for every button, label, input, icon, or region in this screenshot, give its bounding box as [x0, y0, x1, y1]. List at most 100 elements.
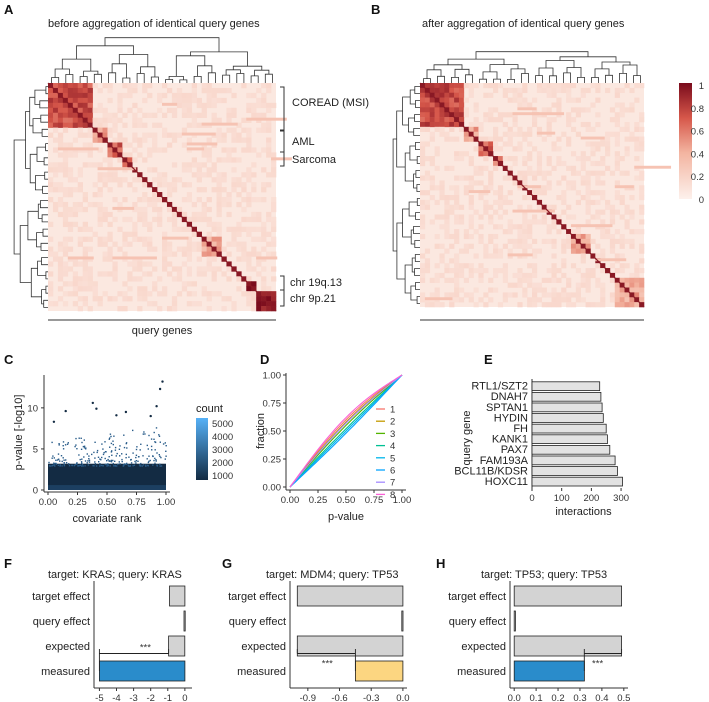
heatmap-cell — [454, 83, 460, 89]
heatmap-cell — [206, 147, 212, 153]
scatter-point — [88, 459, 91, 462]
heatmap-cell — [231, 187, 237, 193]
heatmap-cell — [600, 170, 606, 176]
scatter-point — [66, 443, 69, 445]
heatmap-cell — [142, 261, 148, 267]
heatmap-cell — [246, 251, 252, 257]
heatmap-cell — [639, 297, 645, 303]
heatmap-cell — [639, 112, 645, 118]
heatmap-cell — [536, 248, 543, 254]
heatmap-cell — [226, 276, 232, 282]
heatmap-cell — [468, 175, 474, 181]
category-label: target effect — [32, 591, 90, 603]
heatmap-cell — [580, 151, 586, 157]
heatmap-cell — [585, 126, 591, 132]
x-tick-label: 0.75 — [365, 495, 384, 506]
heatmap-cell — [246, 286, 252, 292]
heatmap-cell — [132, 276, 138, 282]
dendrogram-branch — [402, 208, 412, 238]
scatter-point — [80, 461, 83, 463]
heatmap-cell — [211, 226, 217, 232]
heatmap-cell — [424, 156, 431, 162]
heatmap-cell — [87, 127, 93, 133]
heatmap-cell — [48, 301, 54, 307]
series-line — [289, 374, 403, 488]
heatmap-cell — [473, 126, 479, 132]
scatter-point — [52, 420, 56, 423]
heatmap-cell — [497, 253, 504, 259]
heatmap-cell — [580, 248, 586, 254]
heatmap-cell — [580, 180, 586, 186]
heatmap-cell — [527, 263, 533, 269]
x-tick-label: 0.75 — [127, 497, 146, 508]
heatmap-cell — [231, 231, 237, 237]
scatter-point — [98, 461, 100, 463]
scatter-point — [148, 460, 150, 463]
heatmap-cell — [107, 236, 113, 242]
heatmap-cell — [585, 175, 591, 181]
heatmap-cell — [434, 126, 440, 132]
heatmap-cell — [211, 187, 217, 193]
heatmap-cell — [142, 192, 148, 198]
heatmap-cell — [532, 219, 538, 225]
heatmap-cell — [614, 117, 620, 123]
heatmap-cell — [87, 92, 93, 99]
heatmap-cell — [211, 291, 217, 297]
heatmap-cell — [176, 132, 183, 138]
heatmap-cell — [424, 92, 431, 98]
scatter-point — [158, 454, 160, 456]
heatmap-cell — [67, 246, 74, 252]
heatmap-cell — [221, 87, 227, 94]
heatmap-cell — [566, 185, 572, 191]
heatmap-cell — [590, 302, 596, 308]
heatmap-cell — [570, 214, 577, 220]
heatmap-cell — [67, 236, 74, 242]
heatmap-cell — [62, 211, 69, 218]
heatmap-cell — [261, 112, 267, 118]
heatmap-cell — [449, 107, 455, 113]
heatmap-cell — [157, 92, 163, 99]
panel-a-top-dendrogram — [51, 37, 273, 83]
dendrogram-branch — [622, 64, 638, 76]
scatter-point — [150, 438, 153, 440]
heatmap-cell — [166, 261, 173, 267]
heatmap-cell — [107, 87, 113, 94]
heatmap-cell — [52, 167, 59, 173]
heatmap-cell — [77, 107, 83, 114]
heatmap-cell — [497, 204, 504, 210]
heatmap-cell — [458, 248, 465, 254]
heatmap-cell — [551, 224, 557, 230]
heatmap-stripe — [512, 112, 540, 116]
heatmap-stripe — [595, 258, 627, 262]
scatter-point — [110, 461, 113, 463]
heatmap-cell — [157, 122, 163, 128]
scatter-point — [93, 451, 95, 454]
heatmap-cell — [629, 282, 635, 288]
heatmap-cell — [221, 177, 227, 183]
heatmap-cell — [107, 83, 113, 89]
heatmap-cell — [166, 142, 173, 148]
heatmap-cell — [634, 97, 640, 103]
heatmap-cell — [575, 292, 581, 298]
scatter-point — [68, 463, 70, 465]
heatmap-cell — [590, 141, 596, 147]
dendrogram-branch — [29, 153, 37, 184]
heatmap-cell — [595, 243, 601, 249]
heatmap-cell — [97, 122, 103, 128]
heatmap-cell — [483, 165, 489, 171]
heatmap-cell — [458, 297, 465, 303]
heatmap-cell — [624, 107, 630, 113]
heatmap-cell — [454, 229, 460, 235]
scatter-point — [62, 457, 64, 459]
scatter-point — [124, 410, 128, 414]
dendrogram-branch — [413, 226, 420, 234]
scatter-point — [78, 437, 80, 439]
heatmap-cell — [231, 112, 237, 118]
heatmap-cell — [468, 214, 474, 220]
heatmap-cell — [624, 282, 630, 288]
heatmap-cell — [256, 261, 262, 267]
heatmap-cell — [261, 231, 267, 237]
scatter-point — [110, 442, 113, 445]
heatmap-cell — [439, 87, 445, 94]
heatmap-cell — [201, 251, 207, 257]
